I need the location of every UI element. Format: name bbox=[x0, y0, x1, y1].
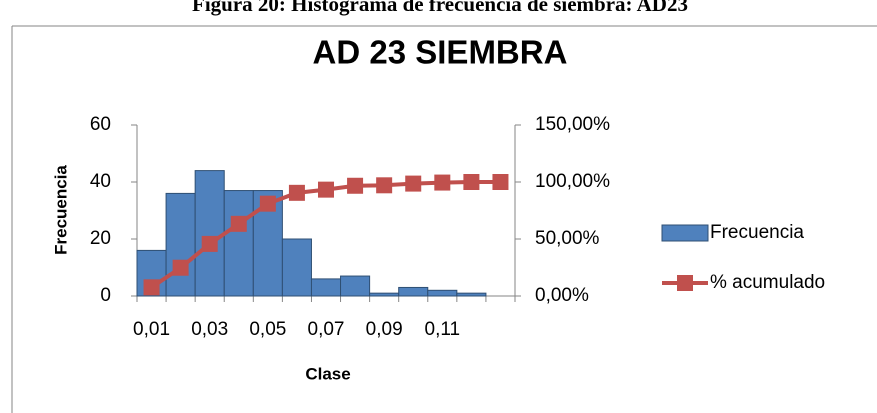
bar bbox=[281, 238, 312, 297]
line-marker bbox=[172, 259, 189, 276]
chart-title: AD 23 SIEMBRA bbox=[313, 34, 568, 71]
y2-tick-label: 100,00% bbox=[535, 171, 610, 192]
line-marker bbox=[405, 175, 422, 192]
x-tick-label: 0,03 bbox=[191, 319, 228, 340]
line-marker bbox=[201, 235, 218, 252]
y-tick-label: 40 bbox=[90, 171, 111, 192]
x-tick-label: 0,11 bbox=[425, 319, 461, 340]
bar bbox=[340, 275, 371, 297]
legend-swatch bbox=[677, 275, 693, 291]
line-marker bbox=[259, 195, 276, 212]
line-marker bbox=[230, 215, 247, 232]
line-marker bbox=[288, 184, 305, 201]
x-tick-label: 0,07 bbox=[308, 319, 345, 340]
bar bbox=[165, 192, 196, 297]
bar bbox=[310, 278, 342, 297]
y-tick-label: 0 bbox=[100, 285, 111, 306]
line-marker bbox=[463, 174, 480, 190]
line-marker bbox=[143, 279, 160, 296]
legend-label: Frecuencia bbox=[710, 222, 804, 243]
x-axis-label: Clase bbox=[305, 364, 350, 383]
line-marker bbox=[376, 177, 393, 194]
y2-tick-label: 150,00% bbox=[535, 114, 610, 135]
figure-caption: Figura 20: Histograma de frecuencia de s… bbox=[192, 0, 688, 16]
x-tick-label: 0,01 bbox=[133, 319, 170, 340]
bar bbox=[427, 289, 458, 297]
bar bbox=[194, 170, 225, 297]
bar bbox=[456, 292, 487, 297]
line-marker bbox=[318, 181, 334, 198]
line-marker bbox=[347, 177, 364, 194]
bar bbox=[398, 286, 429, 297]
y2-tick-label: 0,00% bbox=[535, 285, 589, 306]
line-marker bbox=[492, 174, 509, 190]
y-tick-label: 60 bbox=[90, 114, 111, 135]
y-axis-label: Frecuencia bbox=[51, 165, 70, 255]
x-tick-label: 0,09 bbox=[366, 319, 403, 340]
x-tick-label: 0,05 bbox=[249, 319, 286, 340]
y-tick-label: 20 bbox=[90, 228, 111, 249]
y2-tick-label: 50,00% bbox=[535, 228, 600, 249]
bar bbox=[369, 292, 400, 297]
bar bbox=[223, 190, 254, 297]
line-marker bbox=[434, 174, 451, 191]
legend-label: % acumulado bbox=[710, 272, 825, 293]
legend-swatch bbox=[661, 224, 709, 242]
